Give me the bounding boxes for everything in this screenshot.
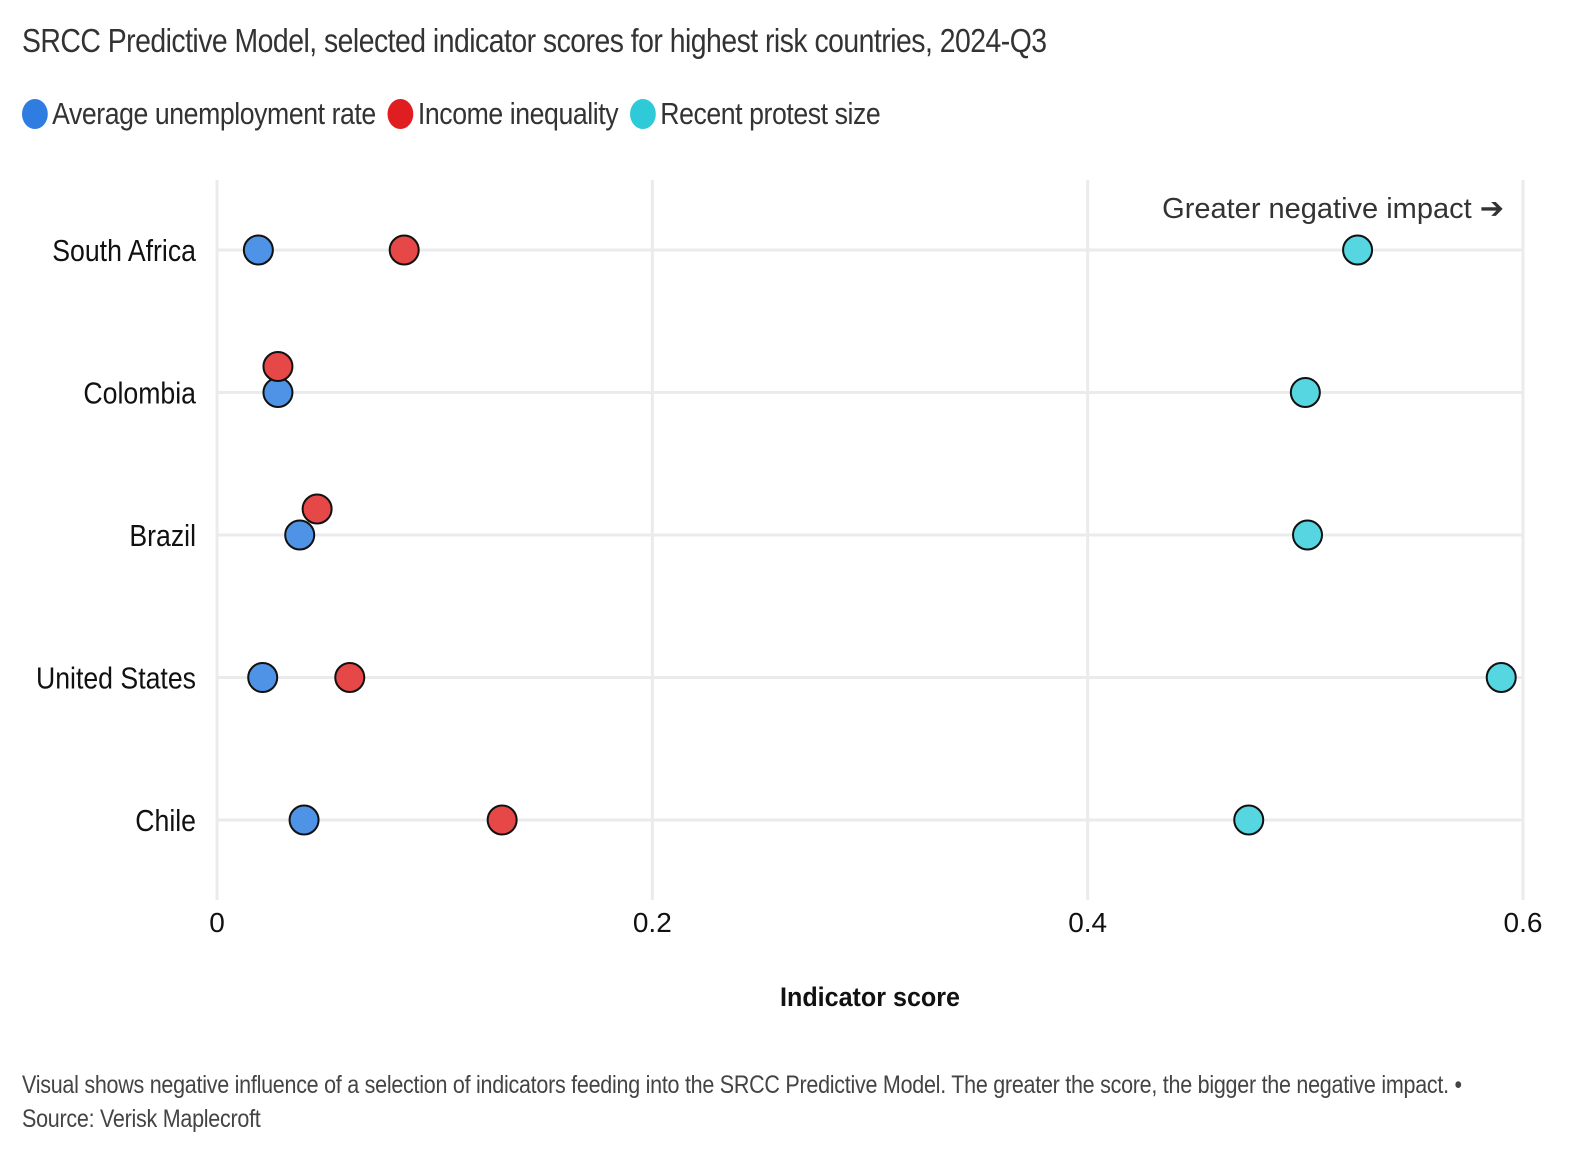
footer-note: Visual shows negative influence of a sel…	[22, 1071, 1462, 1133]
y-category-label: South Africa	[52, 234, 197, 268]
legend-label: Recent protest size	[660, 96, 881, 131]
x-tick-label: 0.4	[1068, 907, 1107, 938]
horizontal-gridlines	[217, 248, 1523, 822]
legend-dot-icon	[22, 99, 48, 129]
legend-label: Average unemployment rate	[52, 96, 376, 131]
data-point-2-united-states	[1485, 662, 1517, 693]
data-point-0-colombia	[262, 377, 294, 408]
data-point-0-brazil	[284, 519, 316, 551]
data-point-1-brazil	[301, 493, 333, 525]
impact-annotation: Greater negative impact ➔	[1162, 193, 1504, 225]
data-point-2-south-africa	[1342, 234, 1374, 266]
x-tick-label: 0.6	[1504, 907, 1543, 938]
x-axis-labels: 0 0.2 0.4 0.6	[209, 907, 1542, 938]
y-category-label: United States	[36, 662, 196, 696]
y-category-label: Colombia	[83, 377, 196, 411]
data-point-0-united-states	[247, 662, 279, 693]
data-point-2-colombia	[1289, 377, 1321, 408]
data-point-0-chile	[288, 804, 320, 836]
data-point-2-brazil	[1292, 519, 1324, 551]
vertical-gridlines	[215, 180, 1525, 900]
legend: Average unemployment rate Income inequal…	[22, 96, 892, 132]
x-tick-label: 0	[209, 907, 225, 938]
legend-dot-icon	[387, 99, 414, 129]
data-points	[242, 234, 1517, 836]
data-point-1-chile	[486, 804, 518, 836]
legend-item-unemployment: Average unemployment rate	[22, 96, 376, 132]
y-category-label: Chile	[135, 804, 196, 838]
x-axis-title: Indicator score	[780, 982, 960, 1012]
y-axis-labels: South Africa Colombia Brazil United States C…	[36, 234, 197, 838]
legend-label: Income inequality	[417, 96, 619, 131]
data-point-0-south-africa	[242, 234, 274, 266]
chart-title: SRCC Predictive Model, selected indicato…	[22, 22, 1047, 59]
data-point-1-colombia	[262, 351, 294, 382]
y-category-label: Brazil	[129, 519, 196, 553]
legend-item-protest-size: Recent protest size	[630, 96, 881, 132]
data-point-2-chile	[1233, 804, 1265, 836]
legend-dot-icon	[630, 99, 656, 129]
data-point-1-united-states	[334, 662, 366, 693]
data-point-1-south-africa	[388, 234, 420, 266]
x-tick-label: 0.2	[633, 907, 672, 938]
legend-item-income-inequality: Income inequality	[387, 96, 619, 132]
